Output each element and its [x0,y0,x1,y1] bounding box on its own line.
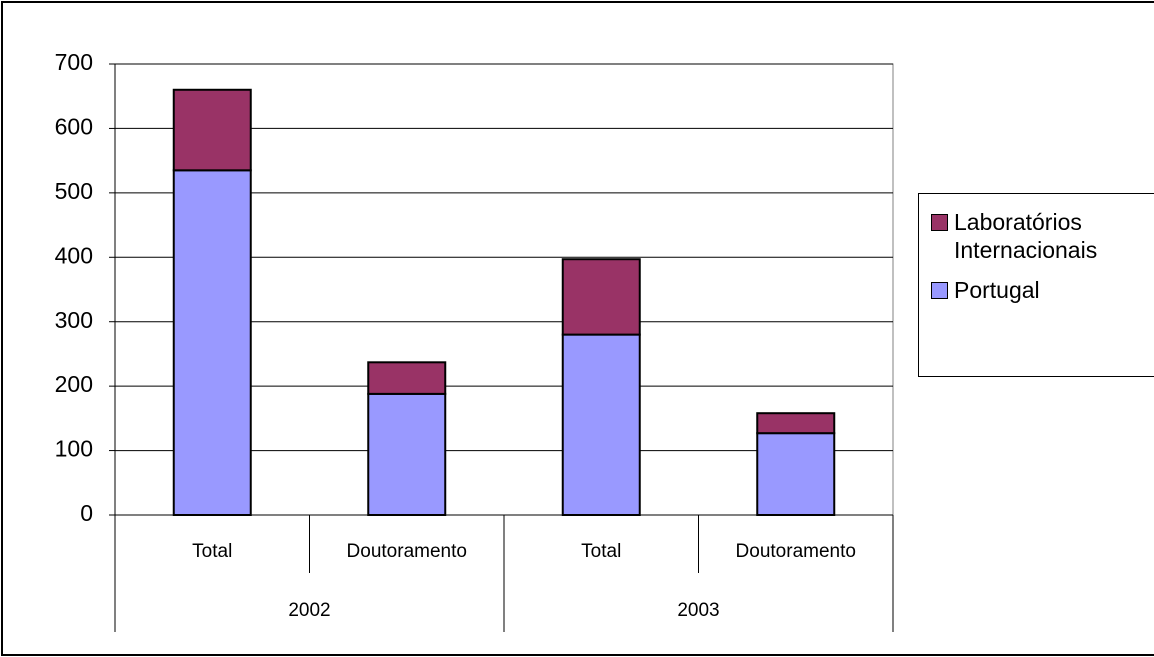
y-tick-label: 300 [55,307,93,333]
bar-segment [367,392,447,517]
x-tick-label: Doutoramento [347,541,467,562]
y-tick-label: 100 [55,436,93,462]
bar-segment [172,169,252,517]
bar-segment [172,88,252,172]
x-tick-label: Total [192,541,232,562]
legend: Laboratórios Internacionais Portugal [918,193,1154,377]
legend-label: Laboratórios Internacionais [954,209,1098,263]
legend-swatch [931,282,948,299]
y-tick-label: 500 [55,178,93,204]
bar-segment [561,258,641,336]
y-tick-label: 600 [55,114,93,140]
group-label: 2002 [288,600,330,621]
legend-entry: Portugal [931,276,1154,304]
bar-segment [756,412,836,435]
bar-segment [756,432,836,517]
bar-segment [561,333,641,516]
bar-segment [367,361,447,395]
legend-swatch [931,214,948,231]
group-label: 2003 [677,600,719,621]
legend-label: Portugal [954,277,1040,303]
x-tick-label: Total [581,541,621,562]
y-tick-label: 400 [55,242,93,268]
y-tick-label: 700 [55,49,93,75]
x-tick-label: Doutoramento [736,541,856,562]
y-tick-label: 200 [55,371,93,397]
y-tick-label: 0 [80,500,93,526]
legend-entry: Laboratórios Internacionais [931,208,1154,264]
